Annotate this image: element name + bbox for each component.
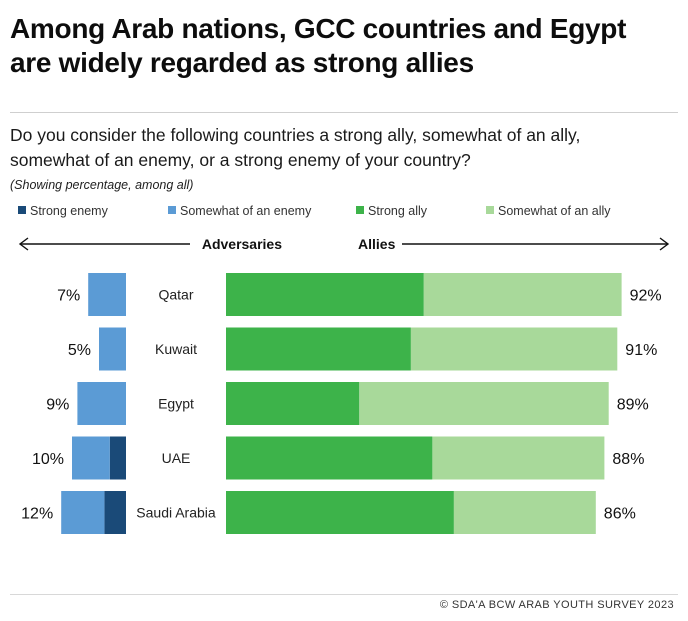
legend-label-somewhat-enemy: Somewhat of an enemy xyxy=(180,204,312,218)
legend-label-somewhat-ally: Somewhat of an ally xyxy=(498,204,611,218)
bar-somewhat-ally xyxy=(423,273,622,316)
bar-somewhat-enemy xyxy=(99,327,126,371)
legend-label-strong-ally: Strong ally xyxy=(368,204,428,218)
category-label: Saudi Arabia xyxy=(136,505,216,521)
category-label: UAE xyxy=(162,450,191,466)
enemy-total-label: 5% xyxy=(68,342,91,359)
bottom-divider xyxy=(10,594,678,595)
legend-swatch-strong-enemy xyxy=(18,206,26,214)
ally-total-label: 86% xyxy=(604,506,636,523)
bar-somewhat-enemy xyxy=(77,382,126,425)
adversaries-arrow-head xyxy=(18,237,29,251)
bar-strong-enemy xyxy=(104,491,126,534)
bar-somewhat-enemy xyxy=(61,491,105,534)
ally-total-label: 91% xyxy=(625,342,657,359)
bar-somewhat-ally xyxy=(453,491,596,534)
enemy-total-label: 7% xyxy=(57,288,80,305)
bar-somewhat-ally xyxy=(359,382,609,425)
category-label: Qatar xyxy=(158,287,193,303)
survey-question: Do you consider the following countries … xyxy=(10,125,581,170)
allies-arrow-head xyxy=(659,237,670,251)
adversaries-label: Adversaries xyxy=(202,236,282,252)
legend-label-strong-enemy: Strong enemy xyxy=(30,204,108,218)
bar-strong-ally xyxy=(226,436,433,480)
chart-title: Among Arab nations, GCC countries and Eg… xyxy=(10,13,627,78)
bar-strong-ally xyxy=(226,491,454,534)
legend-swatch-strong-ally xyxy=(356,206,364,214)
ally-total-label: 88% xyxy=(612,451,644,468)
bar-somewhat-ally xyxy=(432,436,605,480)
top-divider xyxy=(10,112,678,113)
legend-item-somewhat-enemy: Somewhat of an enemy xyxy=(168,204,311,218)
bar-strong-ally xyxy=(226,382,360,425)
enemy-total-label: 9% xyxy=(46,397,69,414)
legend-swatch-somewhat-enemy xyxy=(168,206,176,214)
bar-group: 7% Qatar 92% 5% Kuwait 91% 9% Egypt 89% 10% UAE 88%… xyxy=(21,273,662,534)
legend-item-somewhat-ally: Somewhat of an ally xyxy=(486,204,611,218)
bar-strong-ally xyxy=(226,327,411,371)
bar-somewhat-ally xyxy=(410,327,618,371)
enemy-total-label: 10% xyxy=(32,451,64,468)
bar-somewhat-enemy xyxy=(72,436,110,480)
ally-total-label: 89% xyxy=(617,397,649,414)
legend-item-strong-ally: Strong ally xyxy=(356,204,427,218)
enemy-total-label: 12% xyxy=(21,506,53,523)
legend-item-strong-enemy: Strong enemy xyxy=(18,204,108,218)
subnote: (Showing percentage, among all) xyxy=(10,178,194,192)
bar-somewhat-enemy xyxy=(88,273,126,316)
legend-swatch-somewhat-ally xyxy=(486,206,494,214)
bar-strong-enemy xyxy=(109,436,126,480)
bar-strong-ally xyxy=(226,273,424,316)
category-label: Egypt xyxy=(158,396,194,412)
category-label: Kuwait xyxy=(155,341,197,357)
allies-label: Allies xyxy=(358,236,396,252)
source-credit: © SDA'A BCW ARAB YOUTH SURVEY 2023 xyxy=(439,599,674,611)
ally-total-label: 92% xyxy=(630,288,662,305)
